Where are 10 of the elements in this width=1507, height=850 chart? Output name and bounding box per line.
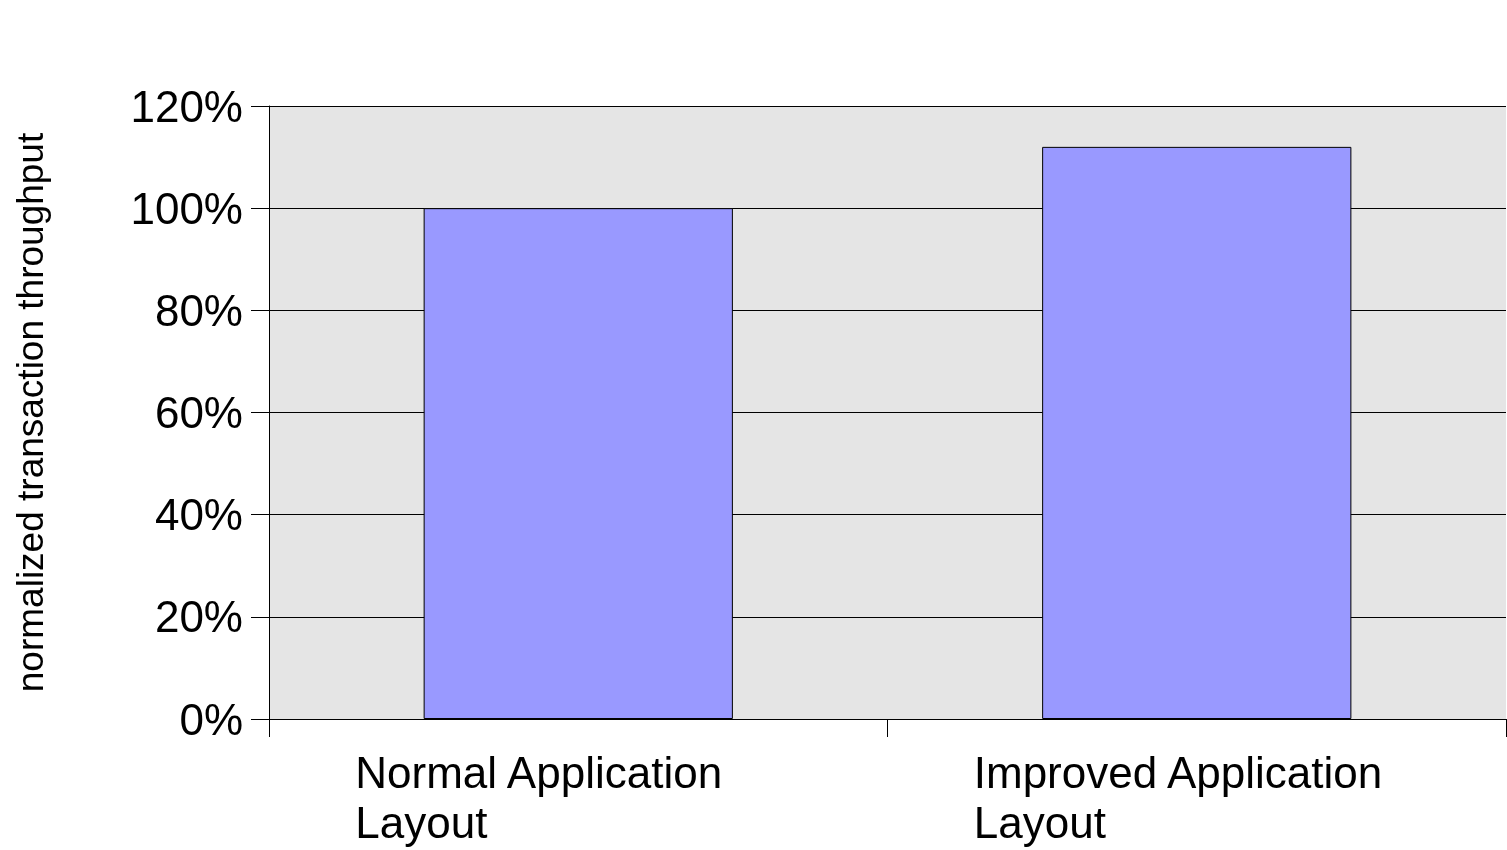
y-axis-title: normalized transaction throughput bbox=[10, 132, 51, 693]
y-tick-label: 20% bbox=[154, 592, 243, 642]
y-tick-label: 100% bbox=[130, 183, 243, 233]
y-tick-label: 0% bbox=[179, 694, 243, 744]
x-tick-label: Improved Application Layout bbox=[973, 747, 1395, 847]
y-tick-label: 60% bbox=[154, 388, 243, 437]
y-tick-label: 120% bbox=[130, 81, 243, 131]
y-tick-label: 80% bbox=[154, 285, 243, 335]
x-tick-label: Normal Application Layout bbox=[355, 747, 735, 847]
y-tick-label: 40% bbox=[154, 490, 243, 540]
